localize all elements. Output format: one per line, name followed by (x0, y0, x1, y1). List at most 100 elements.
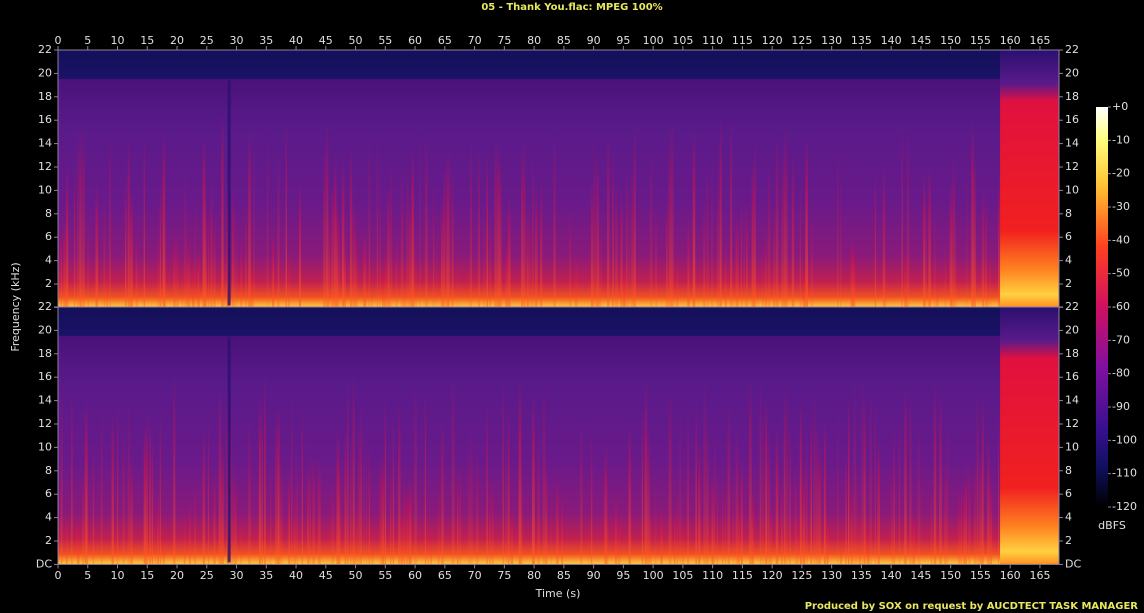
spectral-streak (805, 135, 809, 308)
spectral-streak (751, 488, 754, 565)
spectral-streak (615, 178, 618, 308)
spectral-streak (459, 462, 461, 565)
spectral-streak (272, 231, 275, 308)
spectral-streak (183, 170, 187, 308)
spectral-streak (189, 501, 191, 565)
y-tick-label: 20 (1065, 66, 1079, 79)
spectral-streak (644, 377, 648, 565)
spectral-streak (446, 149, 450, 308)
spectral-streak (424, 383, 426, 565)
y-tick-label: 12 (1065, 417, 1079, 430)
y-tick-label: 10 (38, 183, 52, 196)
spectral-streak (939, 390, 942, 565)
spectral-streak (221, 115, 224, 308)
spectral-streak (542, 373, 546, 565)
spectral-streak (274, 411, 278, 565)
spectral-streak (430, 525, 433, 565)
y-tick-label: 18 (1065, 347, 1079, 360)
spectral-streak (802, 267, 806, 308)
spectral-streak (799, 399, 802, 565)
spectral-streak (76, 520, 80, 565)
y-tick-label: 20 (38, 66, 52, 79)
spectral-streak (976, 386, 979, 565)
spectral-streak (537, 434, 540, 565)
spectral-streak (234, 477, 237, 565)
spectral-streak (165, 226, 167, 308)
x-tick-label: 110 (702, 569, 723, 582)
spectral-streak (143, 423, 147, 565)
x-tick-label: 65 (438, 569, 452, 582)
spectral-streak (111, 412, 114, 565)
spectral-streak (767, 163, 771, 308)
spectral-streak (213, 217, 216, 308)
y-tick-label: 20 (1065, 323, 1079, 336)
spectral-streak (748, 377, 752, 565)
spectral-streak (390, 466, 392, 565)
spectral-streak (906, 123, 910, 308)
spectral-streak (448, 144, 451, 308)
spectral-streak (818, 442, 821, 565)
spectral-streak (494, 134, 497, 308)
spectral-streak (532, 395, 535, 565)
x-tick-label: 110 (702, 34, 723, 47)
spectral-streak (569, 210, 571, 308)
spectral-streak (207, 413, 209, 565)
spectral-streak (989, 480, 993, 565)
spectral-streak (392, 416, 394, 565)
spectral-streak (815, 424, 819, 565)
spectral-streak (628, 423, 632, 565)
spectral-streak (312, 455, 315, 565)
x-tick-label: 50 (349, 569, 363, 582)
spectral-streak (357, 419, 361, 565)
y-tick-label: 10 (1065, 440, 1079, 453)
spectral-streak (349, 431, 352, 565)
spectral-streak (550, 491, 552, 565)
spectral-streak (719, 114, 722, 308)
y-axis-label: Frequency (kHz) (9, 262, 22, 351)
colorbar-tick-label: -90 (1112, 400, 1130, 413)
y-tick-label: 14 (1065, 394, 1079, 407)
spectral-streak (732, 470, 735, 565)
spectrogram-end-block (1000, 50, 1059, 308)
spectral-streak (328, 215, 331, 308)
spectral-streak (968, 463, 971, 565)
spectral-streak (173, 233, 176, 308)
dropout-line (227, 80, 231, 306)
spectral-streak (893, 427, 895, 565)
spectral-streak (443, 160, 446, 308)
spectral-streak (151, 434, 154, 565)
spectral-streak (877, 436, 880, 565)
colorbar-tick-label: -120 (1112, 500, 1137, 513)
y-tick-label: 8 (1065, 207, 1072, 220)
spectral-streak (596, 155, 600, 308)
y-tick-label: 10 (38, 440, 52, 453)
colorbar-tick-label: -50 (1112, 267, 1130, 280)
spectral-streak (936, 268, 939, 308)
colorbar-tick-label: -60 (1112, 300, 1130, 313)
spectral-streak (762, 402, 764, 565)
x-tick-label: 75 (497, 569, 511, 582)
colorbar-tick-label: -110 (1112, 467, 1137, 480)
x-tick-label: 125 (791, 34, 812, 47)
spectral-streak (671, 117, 674, 308)
x-tick-label: 85 (557, 569, 571, 582)
footer: Produced by SOX on request by AUCDTECT T… (805, 601, 1139, 612)
spectral-streak (95, 182, 98, 308)
spectral-streak (997, 406, 1000, 565)
x-tick-label: 5 (84, 569, 91, 582)
y-tick-label: 8 (45, 464, 52, 477)
spectral-streak (641, 409, 644, 565)
spectral-streak (159, 411, 161, 565)
spectral-streak (735, 428, 739, 565)
spectral-streak (759, 374, 762, 565)
spectral-streak (175, 232, 179, 308)
spectral-streak (341, 159, 345, 308)
spectral-streak (317, 457, 321, 565)
spectral-streak (451, 168, 454, 308)
x-tick-label: 150 (940, 34, 961, 47)
spectral-streak (248, 417, 251, 565)
spectral-streak (467, 434, 471, 565)
spectral-streak (406, 166, 409, 308)
x-tick-label: 150 (940, 569, 961, 582)
